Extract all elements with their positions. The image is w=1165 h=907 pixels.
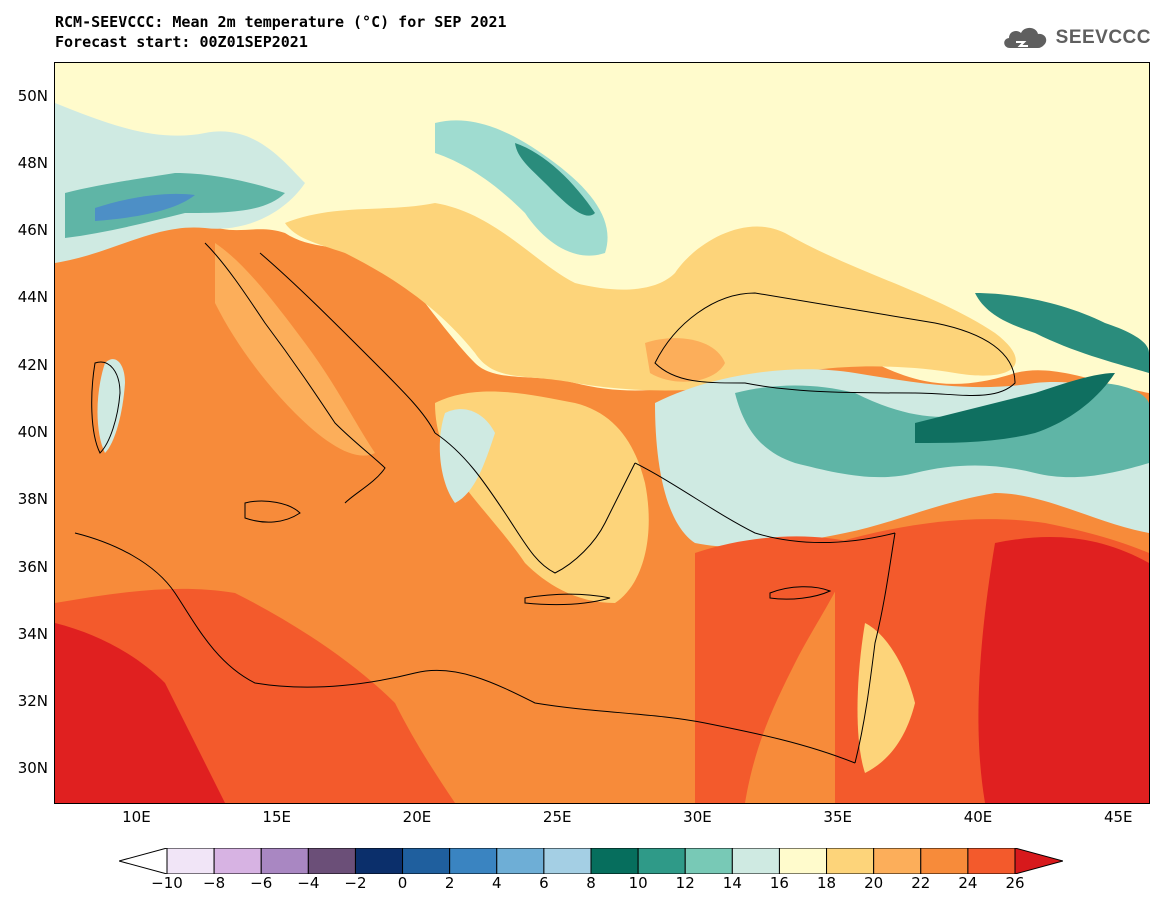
field-6-alps	[95, 193, 195, 221]
colorbar-segment	[543, 847, 592, 875]
coastline-adriatic	[259, 252, 436, 434]
field-27-sahara	[55, 623, 225, 803]
colorbar-segment	[590, 847, 639, 875]
field-8-anatolia	[915, 373, 1115, 443]
logo-text: SEEVCCC	[1055, 27, 1151, 48]
colorbar-tick-label: 24	[958, 874, 978, 892]
lat-tick-label: 42N	[17, 355, 48, 374]
colorbar-tick-label: 20	[864, 874, 884, 892]
colorbar-tick-label: 14	[722, 874, 742, 892]
coastline-cyprus	[769, 586, 832, 600]
lon-tick-label: 40E	[963, 808, 993, 826]
seevccc-logo: SEEVCCC	[1000, 24, 1151, 52]
coastline-turkey	[634, 462, 896, 543]
field-27-iraq	[978, 537, 1149, 803]
chart-title: RCM-SEEVCCC: Mean 2m temperature (°C) fo…	[55, 12, 507, 52]
field-10-carpathians	[515, 143, 595, 216]
colorbar	[117, 847, 1065, 875]
colorbar-tick-label: 10	[628, 874, 648, 892]
colorbar-tick-label: 8	[586, 874, 596, 892]
colorbar-tick-label: 26	[1005, 874, 1025, 892]
lat-tick-label: 30N	[17, 759, 48, 778]
field-16-sardinia	[97, 359, 125, 453]
colorbar-segment	[166, 847, 215, 875]
colorbar-segment	[684, 847, 733, 875]
colorbar-segment	[920, 847, 969, 875]
colorbar-tick-label: 2	[444, 874, 455, 892]
map-panel	[54, 62, 1150, 804]
lat-tick-label: 48N	[17, 153, 48, 172]
colorbar-segment	[496, 847, 545, 875]
coastlines	[74, 242, 1016, 764]
colorbar-tick-label: −2	[344, 874, 367, 892]
colorbar-tick-label: 16	[769, 874, 789, 892]
field-22-jordan	[857, 623, 915, 773]
colorbar-tick-label: 22	[911, 874, 931, 892]
lat-tick-label: 36N	[17, 557, 48, 576]
coastline-blacksea	[654, 292, 1016, 396]
coastline-crete	[524, 593, 611, 606]
colorbar-segment	[402, 847, 451, 875]
colorbar-under-triangle	[117, 847, 168, 875]
lat-tick-label: 34N	[17, 624, 48, 643]
coastline-greece	[434, 432, 636, 574]
colorbar-segment	[213, 847, 262, 875]
colorbar-tick-label: 12	[675, 874, 695, 892]
colorbar-segment	[307, 847, 356, 875]
lat-tick-label: 38N	[17, 490, 48, 509]
colorbar-segment	[637, 847, 686, 875]
colorbar-segment	[449, 847, 498, 875]
lat-tick-label: 46N	[17, 221, 48, 240]
lon-tick-label: 10E	[122, 808, 151, 826]
lon-tick-label: 35E	[823, 808, 852, 826]
coastline-sardinia	[91, 361, 121, 454]
lat-tick-label: 32N	[17, 692, 48, 711]
lon-tick-label: 25E	[542, 808, 572, 826]
field-20-balkans	[285, 203, 1016, 391]
colorbar-segment	[873, 847, 922, 875]
colorbar-segment	[354, 847, 404, 875]
colorbar-tick-label: 6	[539, 874, 549, 892]
cloud-icon	[1003, 27, 1046, 48]
coastline-africa	[74, 532, 856, 764]
colorbar-tick-label: 18	[817, 874, 837, 892]
colorbar-tick-label: −6	[250, 874, 273, 892]
lat-tick-label: 44N	[17, 288, 48, 307]
field-22-italy	[215, 243, 375, 456]
colorbar-segment	[731, 847, 780, 875]
lon-tick-label: 45E	[1103, 808, 1133, 826]
title-line-2: Forecast start: 00Z01SEP2021	[55, 33, 308, 51]
field-26-cyprus	[695, 536, 855, 803]
temperature-map	[55, 63, 1149, 803]
colorbar-tick-label: −8	[203, 874, 226, 892]
lat-tick-label: 50N	[17, 86, 48, 105]
colorbar-tick-label: 0	[397, 874, 408, 892]
colorbar-tick-label: −4	[297, 874, 320, 892]
colorbar-tick-label: −10	[151, 874, 183, 892]
coastline-sicily	[244, 500, 301, 523]
colorbar-segment	[826, 847, 875, 875]
lon-tick-label: 30E	[683, 808, 712, 826]
lon-tick-label: 20E	[402, 808, 432, 826]
colorbar-segment	[967, 847, 1016, 875]
coastline-levant	[854, 532, 896, 764]
colorbar-segment	[260, 847, 309, 875]
field-12-caucasus	[975, 293, 1149, 373]
coastline-italy	[204, 242, 386, 504]
field-14-carpathians	[435, 120, 608, 256]
colorbar-tick-label: 4	[491, 874, 502, 892]
field-16-greece	[439, 409, 495, 503]
lat-tick-label: 40N	[17, 423, 48, 441]
title-line-1: RCM-SEEVCCC: Mean 2m temperature (°C) fo…	[55, 13, 507, 31]
colorbar-over-triangle	[1014, 847, 1065, 875]
colorbar-segment	[778, 847, 828, 875]
colorbar-svg	[117, 847, 1065, 875]
lon-tick-label: 15E	[262, 808, 291, 826]
